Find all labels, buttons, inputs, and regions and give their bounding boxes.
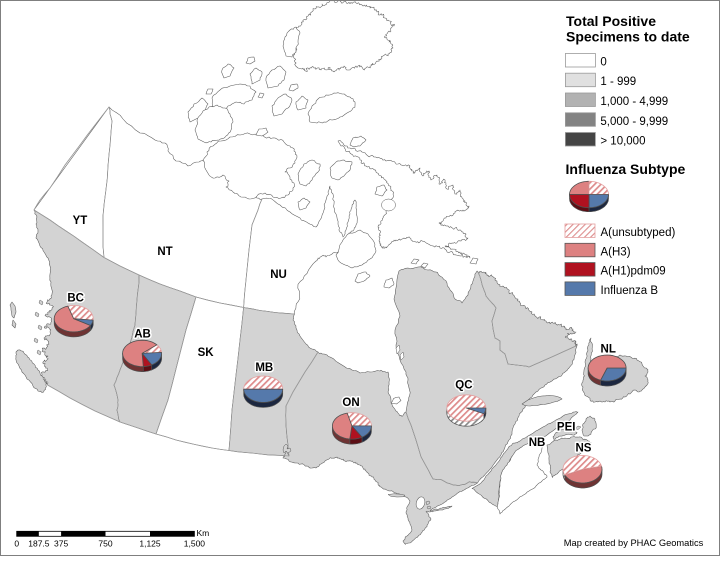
svg-text:1,000 - 4,999: 1,000 - 4,999 xyxy=(600,96,668,108)
svg-text:A(H3): A(H3) xyxy=(601,246,631,258)
svg-text:NB: NB xyxy=(529,437,546,449)
svg-text:750: 750 xyxy=(98,539,112,549)
svg-text:PEI: PEI xyxy=(557,422,576,434)
svg-text:1,125: 1,125 xyxy=(139,539,161,549)
svg-text:BC: BC xyxy=(67,293,84,305)
svg-text:NL: NL xyxy=(601,344,616,356)
svg-text:5,000 - 9,999: 5,000 - 9,999 xyxy=(600,116,668,128)
svg-text:375: 375 xyxy=(54,539,68,549)
svg-text:NT: NT xyxy=(157,246,172,258)
svg-text:A(unsubtyped): A(unsubtyped) xyxy=(601,227,676,239)
svg-text:1,500: 1,500 xyxy=(184,539,206,549)
svg-text:ON: ON xyxy=(342,397,359,409)
svg-text:AB: AB xyxy=(134,329,151,341)
svg-text:MB: MB xyxy=(255,362,273,374)
svg-text:Specimens to date: Specimens to date xyxy=(566,29,690,45)
svg-text:Influenza B: Influenza B xyxy=(601,285,659,297)
svg-text:Influenza Subtype: Influenza Subtype xyxy=(566,161,686,177)
svg-text:A(H1)pdm09: A(H1)pdm09 xyxy=(601,266,666,278)
svg-text:NS: NS xyxy=(576,443,592,455)
svg-text:NU: NU xyxy=(270,269,287,281)
svg-text:0: 0 xyxy=(600,57,606,69)
svg-text:YT: YT xyxy=(73,215,88,227)
svg-text:SK: SK xyxy=(198,347,215,359)
svg-text:> 10,000: > 10,000 xyxy=(600,136,645,148)
svg-text:187.5: 187.5 xyxy=(28,539,50,549)
svg-text:Total Positive: Total Positive xyxy=(566,13,656,29)
svg-text:0: 0 xyxy=(14,539,19,549)
svg-text:Km: Km xyxy=(197,528,210,538)
svg-text:1 - 999: 1 - 999 xyxy=(600,76,636,88)
svg-text:QC: QC xyxy=(455,380,472,392)
svg-text:Map created by PHAC Geomatics: Map created by PHAC Geomatics xyxy=(564,538,704,548)
